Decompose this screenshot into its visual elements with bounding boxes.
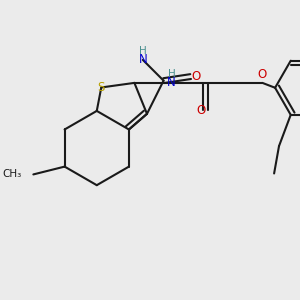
Text: H: H — [139, 46, 147, 56]
Text: N: N — [167, 76, 176, 89]
Text: S: S — [98, 81, 105, 94]
Text: O: O — [191, 70, 200, 83]
Text: N: N — [139, 53, 147, 66]
Text: O: O — [196, 104, 206, 117]
Text: CH₃: CH₃ — [2, 169, 22, 179]
Text: O: O — [258, 68, 267, 81]
Text: H: H — [168, 69, 176, 79]
